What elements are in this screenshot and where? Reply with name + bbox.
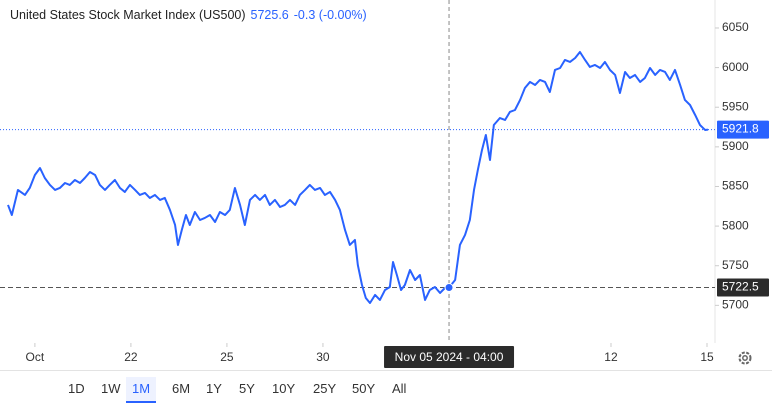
crosshair-y-box — [717, 278, 769, 297]
change: -0.3 (-0.00%) — [293, 8, 367, 22]
crosshair-dot — [444, 283, 454, 293]
header: United States Stock Market Index (US500)… — [10, 8, 367, 22]
range-button[interactable]: 6M — [172, 381, 191, 396]
x-tick-label: Oct — [26, 350, 45, 364]
x-tick-label: 30 — [316, 350, 330, 364]
price-line — [7, 50, 709, 304]
x-tick-label: 15 — [700, 350, 714, 364]
range-button[interactable]: 50Y — [352, 381, 376, 396]
last-value-box — [717, 120, 769, 139]
range-button[interactable]: 1Y — [206, 381, 222, 396]
last-value-label: 5921.8 — [722, 122, 759, 136]
x-tick-label: 12 — [604, 350, 618, 364]
y-tick-label: 5850 — [722, 179, 749, 193]
range-button[interactable]: 25Y — [313, 381, 337, 396]
x-tick-label: 25 — [220, 350, 234, 364]
y-tick-label: 6050 — [722, 20, 749, 34]
y-tick-label: 6000 — [722, 60, 749, 74]
range-button[interactable]: 1D — [68, 381, 85, 396]
price: 5725.6 — [250, 8, 289, 22]
crosshair-y-label: 5722.5 — [722, 280, 759, 294]
y-tick-label: 5800 — [722, 218, 749, 232]
y-tick-label: 5950 — [722, 99, 749, 113]
settings-icon[interactable] — [735, 348, 755, 368]
range-button[interactable]: All — [392, 381, 407, 396]
y-tick-label: 5900 — [722, 139, 749, 153]
crosshair-x-label: Nov 05 2024 - 04:00 — [395, 350, 504, 364]
range-button[interactable]: 1M — [126, 377, 157, 403]
chart: 5700 5750 5800 5850 5900 5950 6000 6050 Oct 22 25 3… — [0, 0, 769, 368]
range-button[interactable]: 5Y — [239, 381, 255, 396]
title: United States Stock Market Index (US500) — [10, 8, 246, 22]
x-tick-label: 22 — [124, 350, 138, 364]
y-tick-label: 5700 — [722, 298, 749, 312]
crosshair-x-box — [384, 346, 515, 368]
range-bar: 1D 1W 1M 6M 1Y 5Y 10Y 25Y 50Y All — [0, 370, 772, 406]
range-button[interactable]: 1W — [101, 381, 121, 396]
y-tick-label: 5750 — [722, 258, 749, 272]
range-button[interactable]: 10Y — [272, 381, 296, 396]
